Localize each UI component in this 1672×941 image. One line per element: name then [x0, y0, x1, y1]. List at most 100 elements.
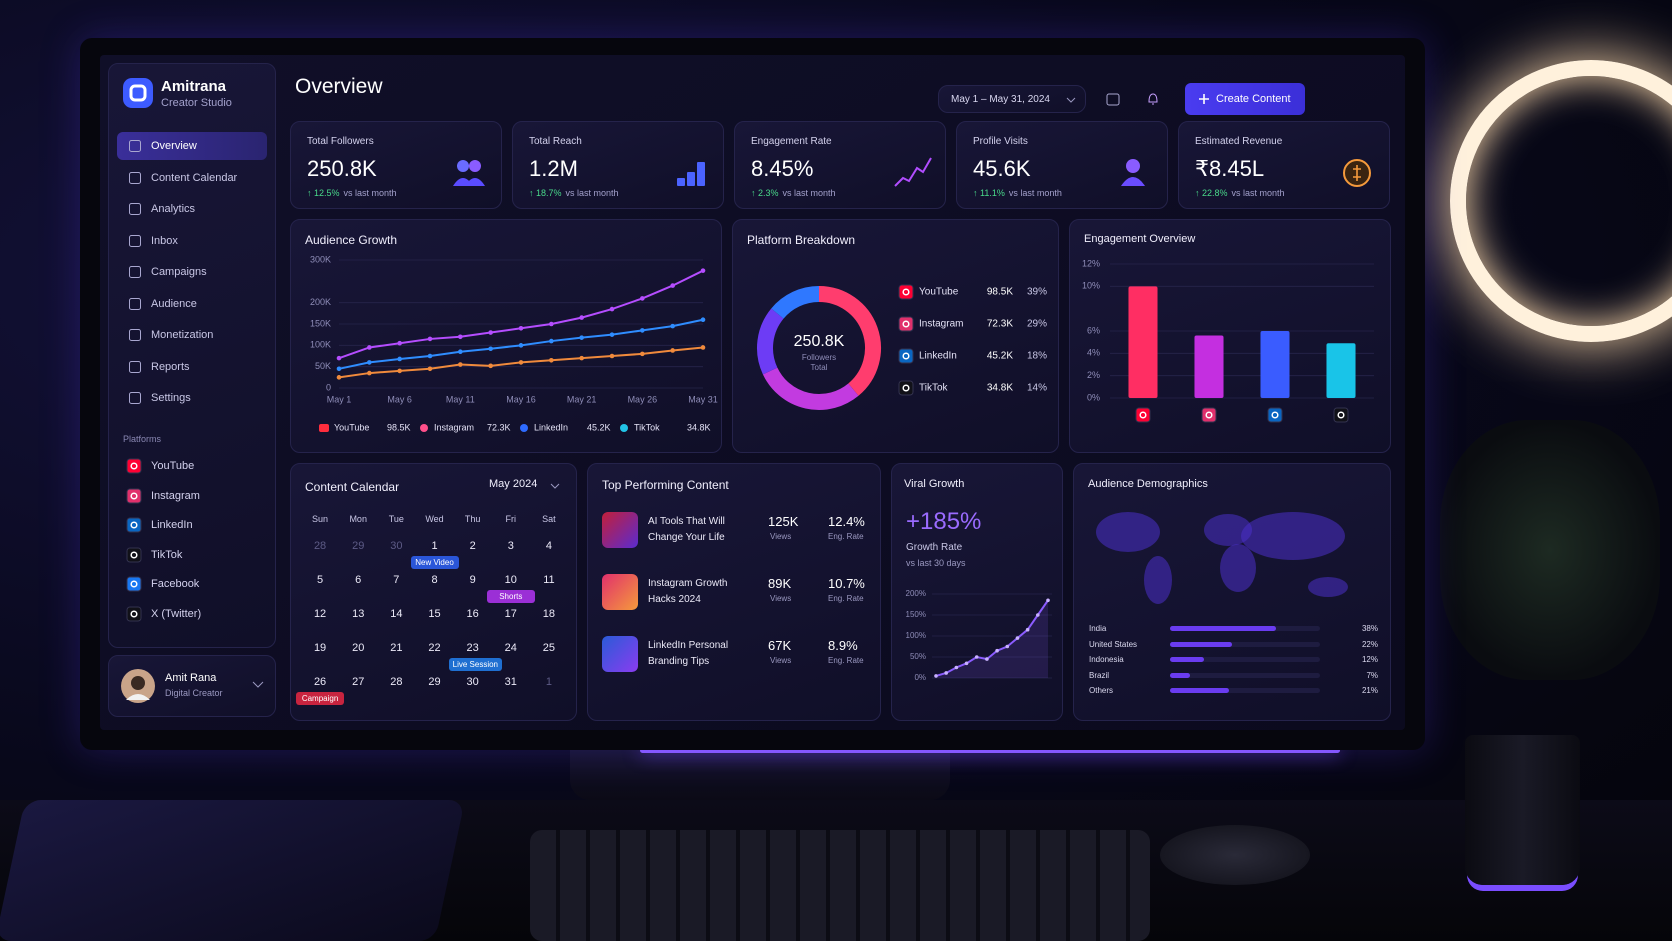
kpi-change: ↑ 18.7% [529, 188, 562, 198]
calendar-date: 4 [545, 540, 552, 552]
growth-point [985, 657, 989, 661]
platform-item[interactable]: LinkedIn [117, 511, 267, 539]
nav-icon-shape [129, 234, 141, 247]
create-content-button[interactable]: Create Content [1185, 83, 1305, 115]
kpi-card: Estimated Revenue ₹8.45L ↑ 22.8% vs last mo… [1178, 121, 1390, 209]
card-title: Audience Growth [305, 233, 398, 247]
date-range[interactable]: May 1 – May 31, 2024 [938, 85, 1086, 113]
nav-item[interactable]: Analytics [117, 195, 267, 223]
bar [1170, 641, 1232, 647]
calendar-date: 25 [542, 642, 556, 654]
kpi-change: ↑ 2.3% [751, 188, 779, 198]
continent [1144, 556, 1172, 604]
nav-item[interactable]: Monetization [117, 321, 267, 349]
icon-shape [1121, 177, 1145, 186]
calendar-shape [1106, 93, 1120, 106]
card-title: Audience Demographics [1088, 478, 1208, 490]
chart-svg: 0% 50% 100% 150% 200% [906, 589, 1052, 682]
platform-item[interactable]: Instagram [117, 482, 267, 510]
growth-point [974, 655, 979, 659]
icon-bg [1267, 407, 1283, 423]
calendar-month: May 2024 [489, 478, 538, 490]
platform-item[interactable]: TikTok [117, 541, 267, 569]
platform-icon [126, 576, 142, 592]
nav-label: Inbox [151, 234, 178, 247]
bar [1170, 688, 1229, 693]
nav-item[interactable]: Inbox [117, 227, 267, 255]
calendar-date: 28 [390, 676, 403, 688]
content-views: 67K [768, 638, 792, 653]
series-point [336, 355, 342, 361]
nav-item[interactable]: Audience [117, 290, 267, 318]
page-title: Overview [295, 75, 383, 98]
legend-swatch [319, 424, 329, 432]
x-tick-label: May 26 [628, 394, 658, 404]
bar [1194, 335, 1224, 398]
x-tick-label: May 16 [506, 394, 536, 404]
legend-name: TikTok [634, 422, 660, 432]
icon-glyph [1139, 411, 1147, 419]
icon-bg [126, 458, 142, 474]
y-tick-label: 6% [1087, 325, 1100, 335]
bar [1170, 672, 1190, 678]
donut-segment [762, 367, 859, 410]
user-card: Amit Rana Digital Creator [108, 655, 276, 717]
icon-glyph [130, 550, 138, 559]
platform-label: YouTube [151, 460, 195, 472]
weekday: Sun [312, 514, 329, 524]
platform-item[interactable]: YouTube [117, 452, 267, 480]
platform-icon [126, 547, 142, 562]
plus-icon [1199, 94, 1209, 104]
country-name: Others [1089, 686, 1114, 695]
platform-item[interactable]: Facebook [117, 570, 267, 598]
platform-icon [126, 458, 142, 474]
nav-icon-shape [129, 203, 141, 215]
donut-center-value: 250.8K [794, 333, 845, 350]
platform-item[interactable]: X (Twitter) [117, 600, 267, 628]
kpi-change: ↑ 11.1% [973, 188, 1005, 198]
kpi-label: Total Reach [529, 136, 582, 147]
platform-share: 29% [1027, 319, 1047, 330]
nav-item[interactable]: Campaigns [117, 258, 267, 286]
nav-icon-shape [129, 329, 141, 341]
bar-track [1170, 657, 1320, 662]
platform-icon [1333, 407, 1349, 423]
calendar-date: 12 [313, 608, 327, 620]
calendar-event: Campaign [296, 692, 345, 705]
nav-item[interactable]: Settings [117, 384, 267, 412]
y-tick-label: 0% [1087, 392, 1100, 402]
nav-icon-shape [129, 297, 141, 310]
button-label: Create Content [1216, 93, 1291, 105]
continent [1096, 512, 1160, 552]
icon-glyph [130, 462, 138, 470]
series-point [427, 336, 433, 342]
icon-bg [126, 488, 142, 503]
content-rate: 8.9% [828, 638, 858, 653]
y-tick-label: 0 [326, 382, 331, 392]
donut-segment [818, 286, 881, 396]
content-rate: 10.7% [828, 576, 865, 591]
icon-shape [457, 160, 469, 172]
calendar-date: 3 [507, 540, 514, 552]
icon-bg [898, 284, 914, 300]
calendar-date: 11 [543, 574, 555, 586]
y-tick-label: 0% [914, 673, 926, 682]
nav-item[interactable]: Overview [117, 132, 267, 160]
nav-item[interactable]: Content Calendar [117, 164, 267, 192]
kpi-icon [453, 160, 485, 186]
icon-glyph [1205, 411, 1213, 419]
icon-glyph [130, 609, 138, 618]
kpi-value: 8.45% [751, 156, 814, 181]
kpi-label: Engagement Rate [751, 136, 832, 147]
platform-label: Facebook [151, 578, 200, 590]
calendar-event: New Video [410, 556, 459, 569]
calendar-date: 15 [428, 608, 441, 620]
plant-shadow [1440, 420, 1660, 680]
kpi-value: 250.8K [307, 156, 377, 181]
nav-item[interactable]: Reports [117, 353, 267, 381]
series-point [367, 360, 372, 365]
card-title: Engagement Overview [1084, 233, 1196, 245]
nav-label: Campaigns [151, 266, 207, 278]
x-tick-label: May 31 [688, 394, 718, 404]
growth-line [935, 599, 1049, 677]
